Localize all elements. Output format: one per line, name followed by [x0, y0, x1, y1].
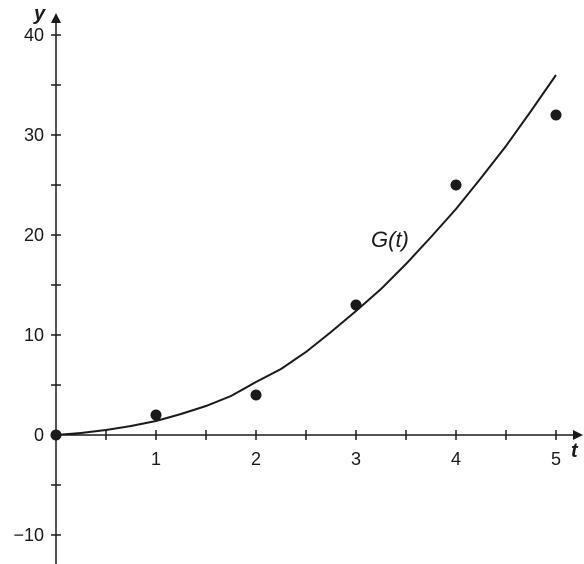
curve-g-of-t: [55, 74, 557, 436]
curve-label: G(t): [371, 227, 409, 252]
x-tick-label: 5: [551, 449, 561, 469]
y-tick-label: 10: [24, 325, 44, 345]
data-point: [450, 179, 462, 191]
y-tick-label: −10: [13, 525, 44, 545]
y-ticks: [51, 34, 61, 536]
x-tick-label: 3: [351, 449, 361, 469]
data-point: [150, 409, 162, 421]
data-point: [250, 389, 262, 401]
y-tick-label: 40: [24, 25, 44, 45]
y-tick-label: 20: [24, 225, 44, 245]
x-tick-label: 2: [251, 449, 261, 469]
x-tick-label: 4: [451, 449, 461, 469]
y-tick-labels: −10 0 10 20 30 40: [13, 25, 44, 545]
y-tick-label: 30: [24, 125, 44, 145]
x-ticks: [105, 430, 557, 440]
data-point: [550, 109, 562, 121]
y-axis-label: y: [33, 3, 46, 25]
data-points: [50, 109, 562, 441]
x-tick-labels: 1 2 3 4 5: [151, 449, 561, 469]
x-tick-label: 1: [151, 449, 161, 469]
x-axis-label: t: [571, 440, 579, 462]
data-point: [350, 299, 362, 311]
y-tick-label: 0: [34, 425, 44, 445]
data-point: [50, 429, 62, 441]
